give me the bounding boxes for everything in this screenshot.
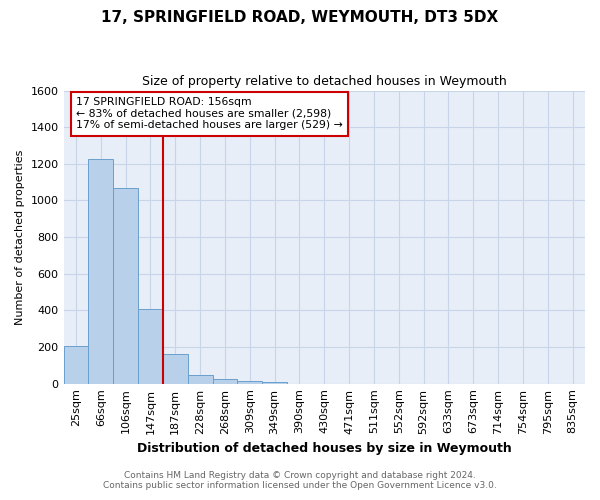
- Bar: [238, 381, 262, 384]
- Text: 17, SPRINGFIELD ROAD, WEYMOUTH, DT3 5DX: 17, SPRINGFIELD ROAD, WEYMOUTH, DT3 5DX: [101, 10, 499, 25]
- X-axis label: Distribution of detached houses by size in Weymouth: Distribution of detached houses by size …: [137, 442, 512, 455]
- Bar: [188, 374, 212, 384]
- Text: 17 SPRINGFIELD ROAD: 156sqm
← 83% of detached houses are smaller (2,598)
17% of : 17 SPRINGFIELD ROAD: 156sqm ← 83% of det…: [76, 97, 343, 130]
- Bar: [113, 188, 138, 384]
- Bar: [163, 354, 188, 384]
- Bar: [138, 308, 163, 384]
- Y-axis label: Number of detached properties: Number of detached properties: [15, 150, 25, 325]
- Bar: [64, 346, 88, 384]
- Text: Contains HM Land Registry data © Crown copyright and database right 2024.
Contai: Contains HM Land Registry data © Crown c…: [103, 470, 497, 490]
- Bar: [212, 378, 238, 384]
- Bar: [262, 382, 287, 384]
- Bar: [88, 160, 113, 384]
- Title: Size of property relative to detached houses in Weymouth: Size of property relative to detached ho…: [142, 75, 506, 88]
